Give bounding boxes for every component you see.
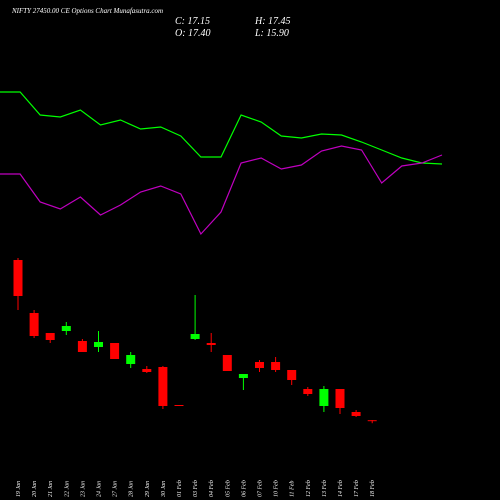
- candle-body: [335, 389, 345, 408]
- x-tick-label: 05 Feb: [225, 480, 231, 497]
- chart-title: NIFTY 27450.00 CE Options Chart Munafasu…: [11, 7, 163, 15]
- indicator-line: [0, 91, 443, 165]
- x-tick-label: 29 Jan: [145, 481, 151, 497]
- low-label: L: 15.90: [254, 28, 289, 39]
- candle-body: [271, 362, 281, 370]
- x-tick-label: 18 Feb: [370, 480, 376, 497]
- candle-body: [29, 313, 39, 336]
- candle-body: [77, 341, 87, 352]
- x-tick-label: 06 Feb: [241, 480, 247, 497]
- x-tick-label: 27 Jan: [113, 481, 119, 497]
- x-tick-label: 30 Jan: [161, 481, 167, 498]
- candle-body: [110, 343, 120, 359]
- indicator-line: [0, 145, 443, 236]
- open-label: O: 17.40: [175, 28, 211, 39]
- candle-body: [158, 367, 168, 406]
- high-label: H: 17.45: [254, 16, 291, 27]
- x-tick-label: 28 Jan: [129, 481, 135, 497]
- x-tick-label: 14 Feb: [337, 480, 344, 497]
- x-tick-label: 24 Jan: [96, 481, 103, 497]
- x-tick-label: 10 Feb: [274, 480, 280, 497]
- x-tick-label: 03 Feb: [193, 480, 199, 497]
- candle-body: [367, 420, 377, 422]
- candle-body: [94, 342, 103, 347]
- candle-body: [126, 355, 136, 364]
- candle-body: [13, 260, 23, 296]
- candle-body: [190, 334, 200, 339]
- x-tick-label: 04 Feb: [208, 480, 215, 497]
- candle-body: [351, 412, 361, 416]
- candle-body: [222, 355, 232, 371]
- candle-body: [303, 389, 313, 394]
- x-tick-label: 20 Jan: [32, 481, 38, 497]
- candle-body: [287, 370, 297, 380]
- x-tick-label: 21 Jan: [48, 481, 54, 497]
- x-tick-label: 07 Feb: [258, 480, 264, 497]
- x-tick-label: 11 Feb: [290, 481, 296, 497]
- candle-body: [61, 326, 71, 331]
- x-tick-label: 19 Jan: [16, 481, 22, 497]
- candle-body: [206, 343, 216, 345]
- candle-body: [319, 389, 329, 406]
- x-tick-label: 01 Feb: [177, 480, 183, 497]
- x-tick-label: 23 Jan: [80, 481, 86, 497]
- x-tick-label: 12 Feb: [306, 480, 312, 497]
- x-tick-label: 13 Feb: [322, 480, 328, 497]
- candle-body: [255, 362, 264, 368]
- x-tick-label: 22 Jan: [64, 481, 70, 497]
- x-tick-label: 17 Feb: [354, 480, 360, 497]
- candle-body: [45, 333, 55, 340]
- candle-body: [174, 405, 184, 406]
- close-label: C: 17.15: [175, 16, 210, 27]
- candle-body: [142, 369, 152, 372]
- candle-body: [238, 374, 248, 378]
